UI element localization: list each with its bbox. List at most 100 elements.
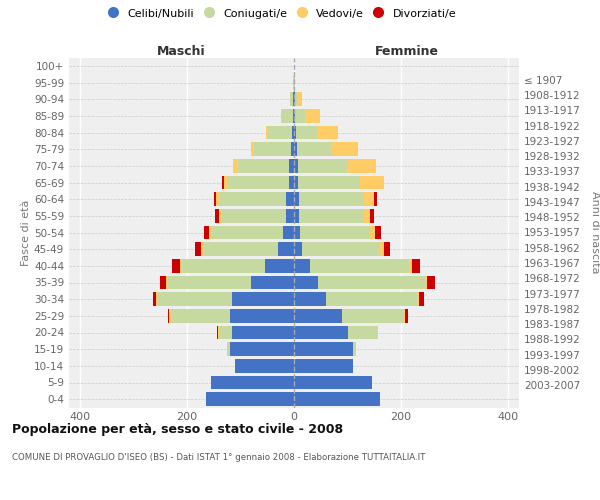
Bar — [294, 359, 353, 372]
Bar — [294, 359, 353, 372]
Bar — [218, 326, 294, 340]
Bar — [294, 176, 360, 190]
Bar — [238, 159, 294, 172]
Bar — [281, 109, 294, 122]
Bar — [209, 226, 294, 239]
Bar — [290, 92, 294, 106]
Bar — [156, 292, 294, 306]
Text: Maschi: Maschi — [157, 44, 206, 58]
Bar — [206, 392, 294, 406]
Bar — [265, 259, 294, 272]
Bar — [227, 342, 294, 356]
Bar — [203, 242, 294, 256]
Bar — [230, 309, 294, 322]
Bar — [157, 292, 294, 306]
Bar — [294, 376, 371, 390]
Bar — [294, 209, 370, 222]
Bar — [294, 192, 299, 206]
Bar — [294, 326, 377, 340]
Bar — [251, 142, 294, 156]
Bar — [217, 326, 294, 340]
Bar — [206, 392, 294, 406]
Bar — [294, 92, 295, 106]
Bar — [294, 92, 302, 106]
Bar — [221, 209, 294, 222]
Bar — [294, 326, 378, 340]
Bar — [180, 259, 294, 272]
Bar — [294, 109, 320, 122]
Bar — [171, 309, 294, 322]
Bar — [294, 126, 338, 140]
Bar — [294, 276, 435, 289]
Bar — [294, 226, 376, 239]
Bar — [294, 276, 318, 289]
Bar — [294, 276, 427, 289]
Bar — [294, 159, 376, 172]
Bar — [294, 159, 347, 172]
Bar — [290, 92, 294, 106]
Bar — [206, 392, 294, 406]
Bar — [294, 126, 296, 140]
Bar — [160, 276, 294, 289]
Bar — [294, 176, 384, 190]
Bar — [294, 259, 409, 272]
Bar — [294, 126, 317, 140]
Bar — [266, 126, 294, 140]
Bar — [235, 359, 294, 372]
Bar — [294, 142, 296, 156]
Bar — [294, 376, 371, 390]
Bar — [235, 359, 294, 372]
Bar — [221, 176, 294, 190]
Bar — [294, 359, 353, 372]
Bar — [294, 309, 342, 322]
Bar — [294, 209, 374, 222]
Bar — [211, 376, 294, 390]
Bar — [294, 209, 299, 222]
Bar — [294, 292, 326, 306]
Bar — [233, 159, 294, 172]
Bar — [294, 276, 425, 289]
Bar — [290, 92, 294, 106]
Bar — [294, 392, 380, 406]
Bar — [282, 109, 294, 122]
Bar — [168, 309, 294, 322]
Bar — [294, 159, 298, 172]
Bar — [294, 176, 384, 190]
Bar — [294, 142, 358, 156]
Bar — [172, 259, 294, 272]
Bar — [227, 342, 294, 356]
Bar — [294, 209, 364, 222]
Bar — [211, 226, 294, 239]
Bar — [294, 342, 356, 356]
Bar — [294, 376, 371, 390]
Bar — [278, 242, 294, 256]
Bar — [232, 292, 294, 306]
Bar — [294, 292, 417, 306]
Bar — [251, 276, 294, 289]
Bar — [294, 242, 302, 256]
Bar — [294, 259, 412, 272]
Text: Femmine: Femmine — [374, 44, 439, 58]
Bar — [294, 359, 353, 372]
Bar — [294, 259, 420, 272]
Bar — [166, 276, 294, 289]
Bar — [211, 376, 294, 390]
Bar — [292, 142, 294, 156]
Bar — [283, 226, 294, 239]
Y-axis label: Anni di nascita: Anni di nascita — [590, 191, 600, 274]
Bar — [294, 309, 407, 322]
Bar — [294, 176, 298, 190]
Bar — [294, 76, 295, 90]
Bar — [211, 376, 294, 390]
Bar — [230, 342, 294, 356]
Bar — [294, 259, 310, 272]
Bar — [211, 376, 294, 390]
Bar — [294, 109, 295, 122]
Bar — [294, 159, 376, 172]
Bar — [294, 342, 353, 356]
Bar — [227, 176, 294, 190]
Bar — [281, 109, 294, 122]
Bar — [294, 142, 331, 156]
Bar — [294, 342, 356, 356]
Bar — [286, 192, 294, 206]
